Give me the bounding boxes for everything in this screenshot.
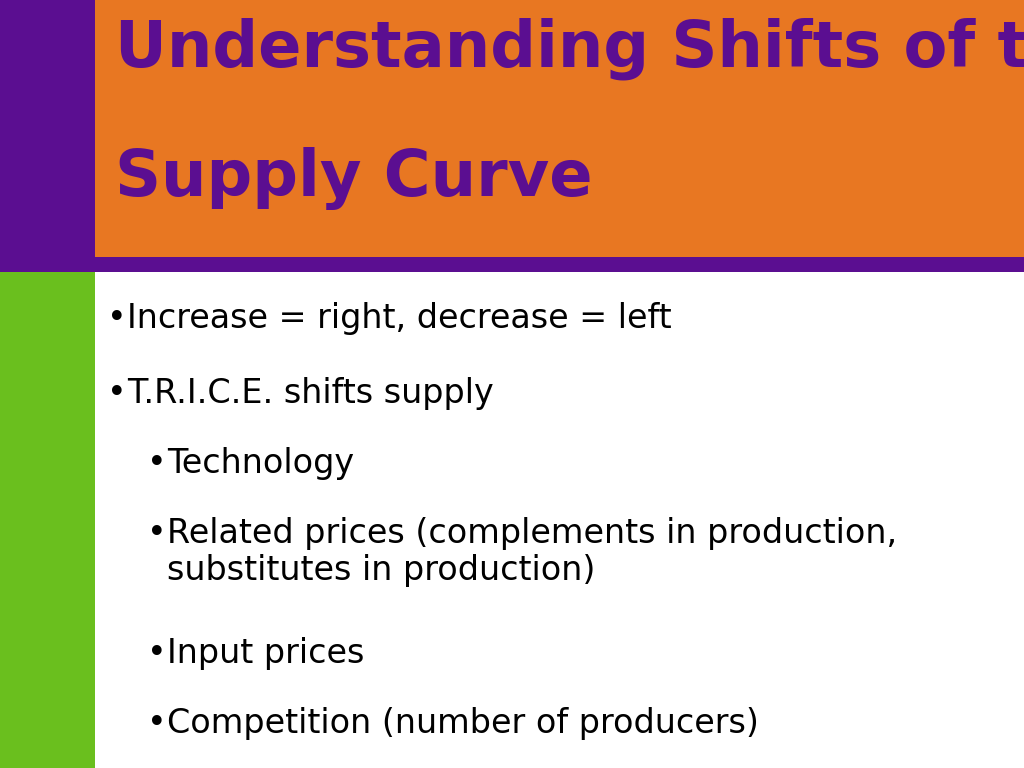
FancyBboxPatch shape — [95, 0, 1024, 257]
Text: •: • — [147, 517, 167, 550]
Text: Competition (number of producers): Competition (number of producers) — [167, 707, 759, 740]
FancyBboxPatch shape — [0, 272, 1024, 768]
Text: Supply Curve: Supply Curve — [115, 147, 593, 210]
Text: •: • — [147, 447, 167, 480]
Text: substitutes in production): substitutes in production) — [167, 554, 595, 588]
Text: Input prices: Input prices — [167, 637, 365, 670]
Text: T.R.I.C.E. shifts supply: T.R.I.C.E. shifts supply — [127, 377, 494, 410]
Text: Related prices (complements in production,: Related prices (complements in productio… — [167, 517, 897, 550]
Text: •: • — [106, 302, 127, 335]
Text: •: • — [147, 637, 167, 670]
FancyBboxPatch shape — [0, 257, 1024, 272]
Text: •: • — [106, 377, 127, 410]
Text: Understanding Shifts of the: Understanding Shifts of the — [115, 18, 1024, 81]
Text: Increase = right, decrease = left: Increase = right, decrease = left — [127, 302, 672, 335]
Text: •: • — [147, 707, 167, 740]
FancyBboxPatch shape — [0, 272, 95, 768]
Text: Technology: Technology — [167, 447, 354, 480]
